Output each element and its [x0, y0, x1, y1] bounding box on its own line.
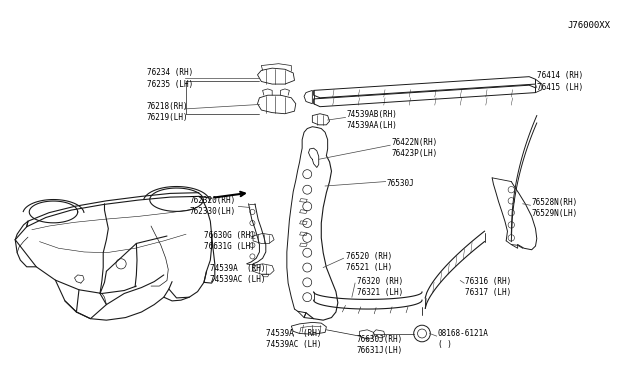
Text: 74539AB(RH)
74539AA(LH): 74539AB(RH) 74539AA(LH) [347, 110, 397, 130]
Text: 76316 (RH)
76317 (LH): 76316 (RH) 76317 (LH) [465, 277, 511, 297]
Text: 76630J(RH)
76631J(LH): 76630J(RH) 76631J(LH) [357, 334, 403, 355]
Text: 76528N(RH)
76529N(LH): 76528N(RH) 76529N(LH) [532, 198, 578, 218]
Text: 76530J: 76530J [387, 179, 415, 187]
Text: 74539A  (RH)
74539AC (LH): 74539A (RH) 74539AC (LH) [211, 264, 266, 284]
Text: 76234 (RH)
76235 (LH): 76234 (RH) 76235 (LH) [147, 68, 193, 89]
Text: 76422N(RH)
76423P(LH): 76422N(RH) 76423P(LH) [392, 138, 438, 158]
Text: 76218(RH)
76219(LH): 76218(RH) 76219(LH) [147, 102, 188, 122]
Text: 76414 (RH)
76415 (LH): 76414 (RH) 76415 (LH) [537, 71, 583, 92]
Text: 762320(RH)
762330(LH): 762320(RH) 762330(LH) [189, 196, 236, 217]
Text: 76320 (RH)
76321 (LH): 76320 (RH) 76321 (LH) [357, 277, 403, 297]
Text: 08168-6121A
( ): 08168-6121A ( ) [438, 328, 489, 349]
Text: 74539A  (RH)
74539AC (LH): 74539A (RH) 74539AC (LH) [266, 328, 321, 349]
Text: J76000XX: J76000XX [567, 22, 610, 31]
Text: 76630G (RH)
76631G (LH): 76630G (RH) 76631G (LH) [204, 231, 255, 251]
Text: 76520 (RH)
76521 (LH): 76520 (RH) 76521 (LH) [346, 252, 392, 272]
